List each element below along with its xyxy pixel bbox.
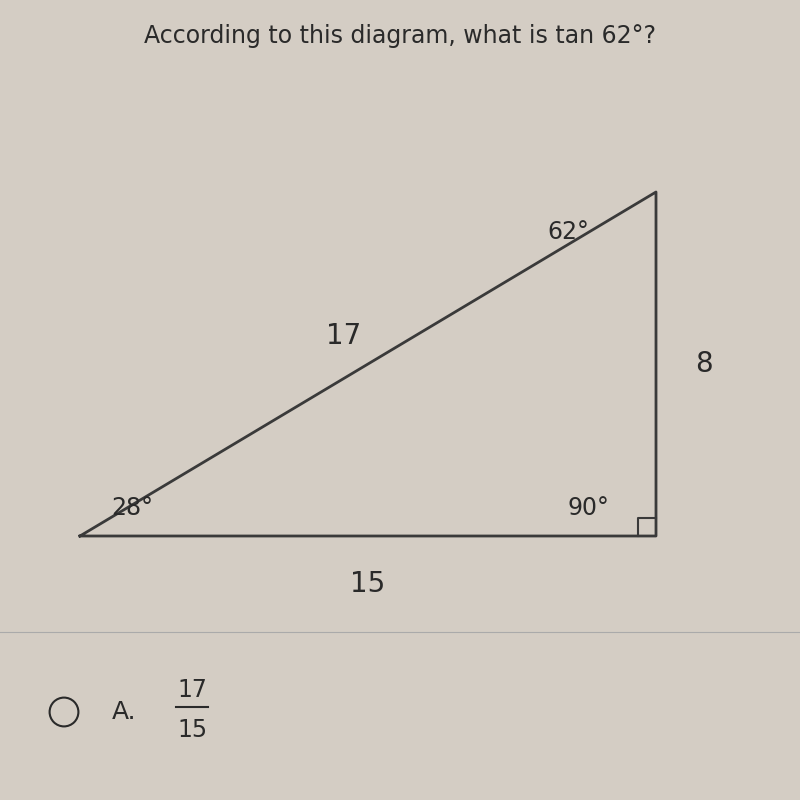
Text: 17: 17 [326, 322, 362, 350]
Text: 8: 8 [695, 350, 713, 378]
Text: According to this diagram, what is tan 62°?: According to this diagram, what is tan 6… [144, 24, 656, 48]
Text: 17: 17 [177, 678, 207, 702]
Text: A.: A. [112, 700, 137, 724]
Text: 90°: 90° [567, 496, 609, 520]
Text: 15: 15 [350, 570, 386, 598]
Text: 62°: 62° [547, 220, 589, 244]
Text: 15: 15 [177, 718, 207, 742]
Text: 28°: 28° [111, 496, 153, 520]
